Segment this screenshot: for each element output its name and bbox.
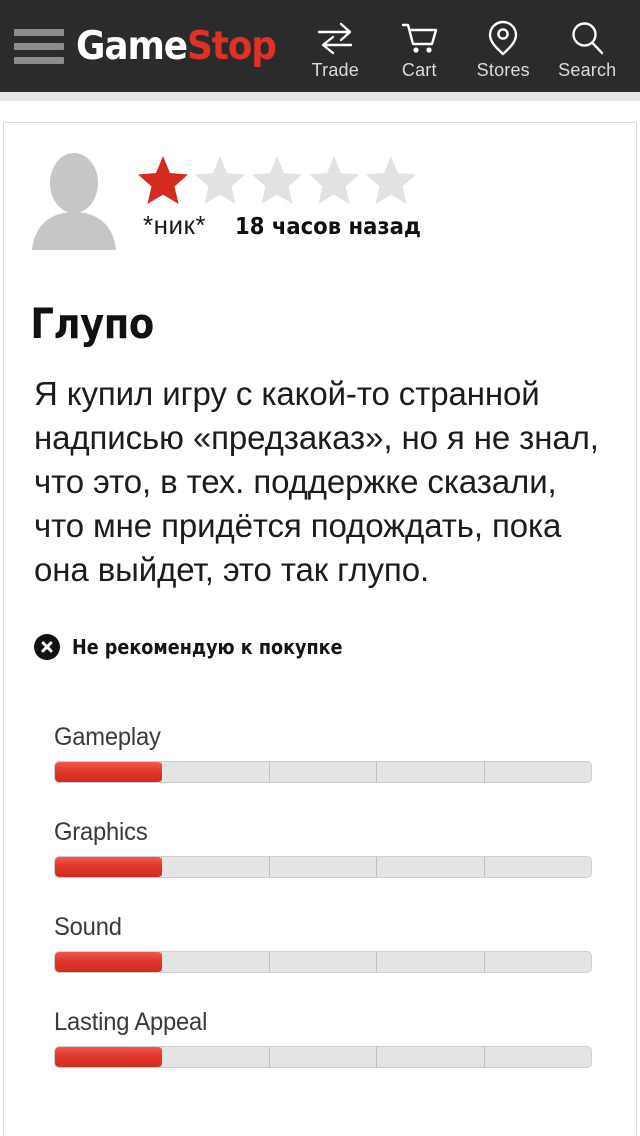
- rating-bar-segment: [485, 1047, 591, 1067]
- hamburger-bar: [14, 42, 64, 50]
- rating-bar-segment: [377, 1047, 485, 1067]
- reviewer-nickname: *ник*: [143, 210, 206, 240]
- location-pin-icon: [486, 19, 520, 57]
- star-icon-empty: [309, 156, 359, 204]
- rating-label: Lasting Appeal: [54, 1008, 208, 1036]
- header-button-label: Trade: [311, 60, 359, 80]
- header-button-label: Cart: [401, 60, 437, 80]
- rating-block: *ник* 18 часов назад: [136, 150, 437, 241]
- review-header: *ник* 18 часов назад: [4, 123, 636, 250]
- rating-bar-segment: [270, 1047, 378, 1067]
- shopping-cart-icon: [399, 19, 439, 57]
- rating-bar-segment: [162, 952, 270, 972]
- recommendation-label: Не рекомендую к покупке: [72, 635, 343, 659]
- site-header: GameStop Trade: [0, 0, 640, 92]
- user-silhouette-avatar: [28, 150, 120, 250]
- review-title: Глупо: [30, 299, 154, 348]
- rating-bar-segment: [377, 857, 485, 877]
- rating-bar-segment: [162, 857, 270, 877]
- header-button-stores[interactable]: Stores: [461, 19, 545, 79]
- rating-label: Sound: [54, 913, 122, 941]
- header-spacer: [0, 101, 640, 122]
- logo-text-game: Game: [76, 23, 188, 69]
- review-card: *ник* 18 часов назад Глупо Я купил игру …: [3, 122, 637, 1135]
- rating-bar-segment: [485, 952, 591, 972]
- rating-row-gameplay: Gameplay: [4, 723, 636, 783]
- star-rating: [136, 154, 437, 206]
- star-icon-empty: [252, 156, 302, 204]
- rating-bar-fill: [55, 762, 163, 782]
- rating-bar-segment: [162, 762, 270, 782]
- hamburger-menu-icon[interactable]: [14, 25, 64, 67]
- rating-bar-segment: [162, 1047, 270, 1067]
- rating-label: Graphics: [54, 818, 148, 846]
- rating-label: Gameplay: [54, 723, 161, 751]
- circle-x-icon: [34, 634, 60, 660]
- header-actions: Trade Cart: [293, 13, 629, 79]
- star-icon-empty: [195, 156, 245, 204]
- rating-bar-fill: [55, 952, 163, 972]
- header-button-trade[interactable]: Trade: [293, 19, 377, 79]
- header-button-search[interactable]: Search: [545, 19, 629, 79]
- search-magnifier-icon: [569, 19, 605, 57]
- category-ratings: Gameplay Graphics: [4, 660, 636, 1068]
- header-button-label: Search: [558, 60, 617, 80]
- recommendation-row: Не рекомендую к покупке: [4, 592, 636, 660]
- star-icon-filled: [138, 156, 188, 204]
- rating-bar-segment: [485, 857, 591, 877]
- rating-bar-segment: [270, 857, 378, 877]
- hamburger-bar: [14, 56, 64, 64]
- header-underline: [0, 92, 640, 101]
- rating-bar-fill: [55, 1047, 163, 1067]
- rating-bar-segment: [270, 762, 378, 782]
- review-body-text: Я купил игру с какой-то странной надпись…: [34, 375, 599, 588]
- hamburger-bar: [14, 28, 64, 36]
- header-button-label: Stores: [476, 60, 530, 80]
- logo-text-stop: Stop: [186, 23, 277, 69]
- review-meta: *ник* 18 часов назад: [136, 210, 437, 241]
- rating-bar-track[interactable]: [54, 856, 592, 878]
- star-icon-empty: [366, 156, 416, 204]
- rating-bar-segment: [377, 762, 485, 782]
- rating-bar-fill: [55, 857, 163, 877]
- rating-bar-track[interactable]: [54, 1046, 592, 1068]
- rating-bar-track[interactable]: [54, 761, 592, 783]
- trade-arrows-icon: [315, 19, 355, 57]
- rating-bar-track[interactable]: [54, 951, 592, 973]
- rating-bar-segment: [377, 952, 485, 972]
- rating-row-graphics: Graphics: [4, 818, 636, 878]
- rating-row-sound: Sound: [4, 913, 636, 973]
- rating-bar-segment: [485, 762, 591, 782]
- rating-bar-segment: [270, 952, 378, 972]
- gamestop-logo[interactable]: GameStop: [76, 23, 277, 69]
- review-timestamp: 18 часов назад: [235, 214, 422, 240]
- header-button-cart[interactable]: Cart: [377, 19, 461, 79]
- rating-row-lasting-appeal: Lasting Appeal: [4, 1008, 636, 1068]
